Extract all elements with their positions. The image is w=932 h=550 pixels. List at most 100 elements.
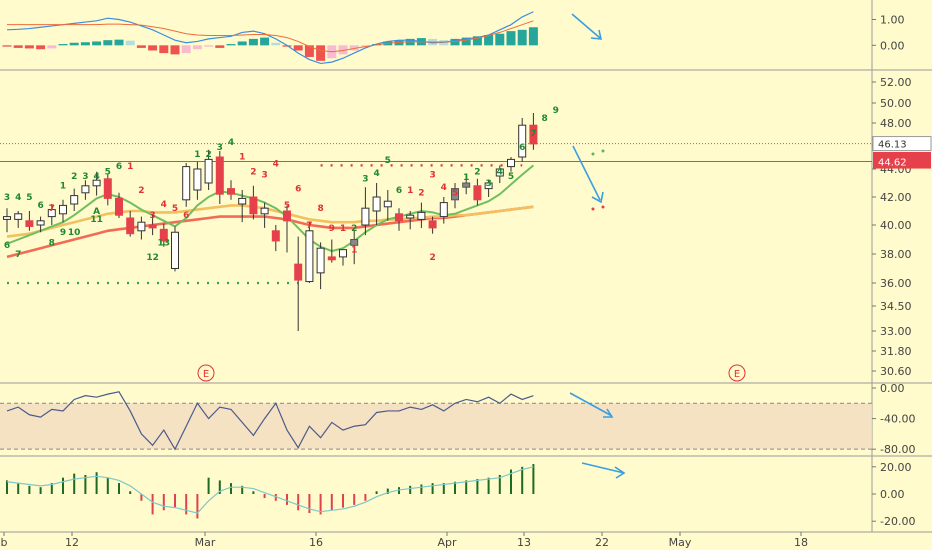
sequential-count-label: 8 [317, 204, 323, 214]
earnings-event-icon[interactable] [197, 364, 215, 382]
sequential-count-label: 11 [90, 215, 103, 225]
macd-trend-arrow [571, 13, 603, 40]
candle-body [383, 200, 392, 208]
candle-body [451, 188, 459, 201]
candle-body [518, 124, 527, 158]
macd-histogram-bar [92, 41, 102, 46]
macd-histogram-bar [450, 38, 460, 46]
candle-body [473, 185, 482, 201]
price-tick-label: 34.50 [880, 300, 912, 313]
macd-histogram-bar [260, 37, 270, 46]
wr-tick-label: 0.00 [880, 382, 905, 395]
macd-histogram-bar [461, 37, 471, 46]
wr-tick-label: -40.00 [880, 413, 915, 426]
candle-body [227, 188, 235, 195]
candle-body [507, 158, 515, 168]
sequential-count-label: 2 [474, 168, 480, 178]
macd-histogram-bar [24, 45, 34, 49]
time-tick-label: Apr [437, 536, 457, 549]
sequential-count-label: 6 [396, 186, 402, 196]
candle-body [36, 220, 45, 226]
sma-orange-line [6, 204, 534, 238]
macd-histogram-bar [506, 31, 516, 46]
sequential-count-label: 3 [261, 170, 267, 180]
candle-body [294, 263, 303, 281]
sequential-count-label: 3 [82, 172, 88, 182]
candle-body [462, 182, 471, 188]
candle-body [182, 166, 191, 201]
macd-signal-line [7, 20, 534, 53]
price-tick-label: 48.00 [880, 117, 912, 130]
sequential-count-label: 1 [194, 150, 200, 160]
macd-histogram-bar [181, 45, 191, 54]
time-tick-label: 16 [309, 536, 323, 549]
candle-body [339, 249, 347, 258]
momentum-trend-arrow [581, 462, 626, 479]
sequential-count-label: 1 [407, 186, 413, 196]
macd-histogram-bar [58, 44, 68, 46]
sequential-count-label: 2 [138, 186, 144, 196]
sequential-count-label: 9 [60, 228, 66, 238]
candle-body [417, 211, 426, 220]
sequential-count-label: 1 [239, 152, 245, 162]
macd-line [6, 11, 534, 65]
earnings-event-icon[interactable] [728, 364, 746, 382]
candle-body [148, 224, 157, 229]
momentum-tick-label: -20.00 [880, 515, 915, 528]
macd-histogram-bar [192, 45, 202, 50]
macd-tick-label: 0.00 [880, 39, 905, 52]
candle-body [92, 179, 101, 187]
sequential-count-label: 3 [149, 211, 155, 221]
wr-trend-arrow [569, 392, 614, 418]
price-tick-label: 42.00 [880, 191, 912, 204]
sequential-count-label: 2 [418, 189, 424, 199]
sequential-count-label: 1 [463, 173, 469, 183]
momentum-tick-label: 20.00 [880, 461, 912, 474]
macd-histogram-bar [69, 42, 79, 46]
price-tick-label: 30.60 [880, 365, 912, 378]
sequential-count-label: 3 [217, 143, 223, 153]
candle-body [260, 207, 269, 215]
macd-histogram-bar [125, 40, 135, 46]
sequential-count-label: 3 [485, 179, 491, 189]
macd-histogram-bar [47, 45, 57, 49]
sequential-count-label: 4 [228, 138, 234, 148]
sequential-count-label: 2 [250, 168, 256, 178]
sequential-count-label: 8 [541, 114, 547, 124]
price-tag [873, 154, 931, 169]
macd-histogram-bar [237, 41, 247, 46]
macd-histogram-bar [204, 45, 214, 47]
candle-body [204, 158, 213, 184]
candle-body [529, 124, 538, 145]
sequential-count-label: 5 [385, 156, 391, 166]
macd-histogram-bar [148, 45, 158, 51]
candle-body [3, 216, 11, 220]
candle-body [372, 196, 381, 212]
candle-body [215, 156, 224, 195]
sequential-count-label: 2 [205, 150, 211, 160]
projection-dot [591, 207, 595, 211]
time-tick-label: 22 [595, 536, 609, 549]
candle-body [428, 220, 437, 229]
sequential-count-label: 13 [158, 238, 171, 248]
sequential-count-label: 5 [172, 204, 178, 214]
sequential-count-label: 3 [362, 175, 368, 185]
sequential-count-label: 8 [49, 238, 55, 248]
sequential-count-label: 1 [127, 162, 133, 172]
macd-histogram-bar [136, 45, 146, 48]
macd-histogram-bar [103, 40, 113, 46]
sequential-count-label: 4 [273, 160, 279, 170]
sequential-count-label: 5 [284, 201, 290, 211]
price-tick-label: 31.80 [880, 345, 912, 358]
macd-histogram-bar [338, 45, 348, 55]
earnings-event-label: E [734, 369, 740, 380]
candle-body [395, 213, 403, 222]
macd-histogram-bar [304, 45, 314, 57]
macd-histogram-bar [484, 35, 494, 46]
price-tick-label: 33.00 [880, 325, 912, 338]
sequential-count-label: 1 [351, 246, 357, 256]
sequential-count-label: 4 [15, 193, 21, 203]
candle-body [439, 202, 448, 218]
sequential-count-label: 7 [306, 221, 312, 231]
macd-histogram-bar [394, 40, 404, 46]
